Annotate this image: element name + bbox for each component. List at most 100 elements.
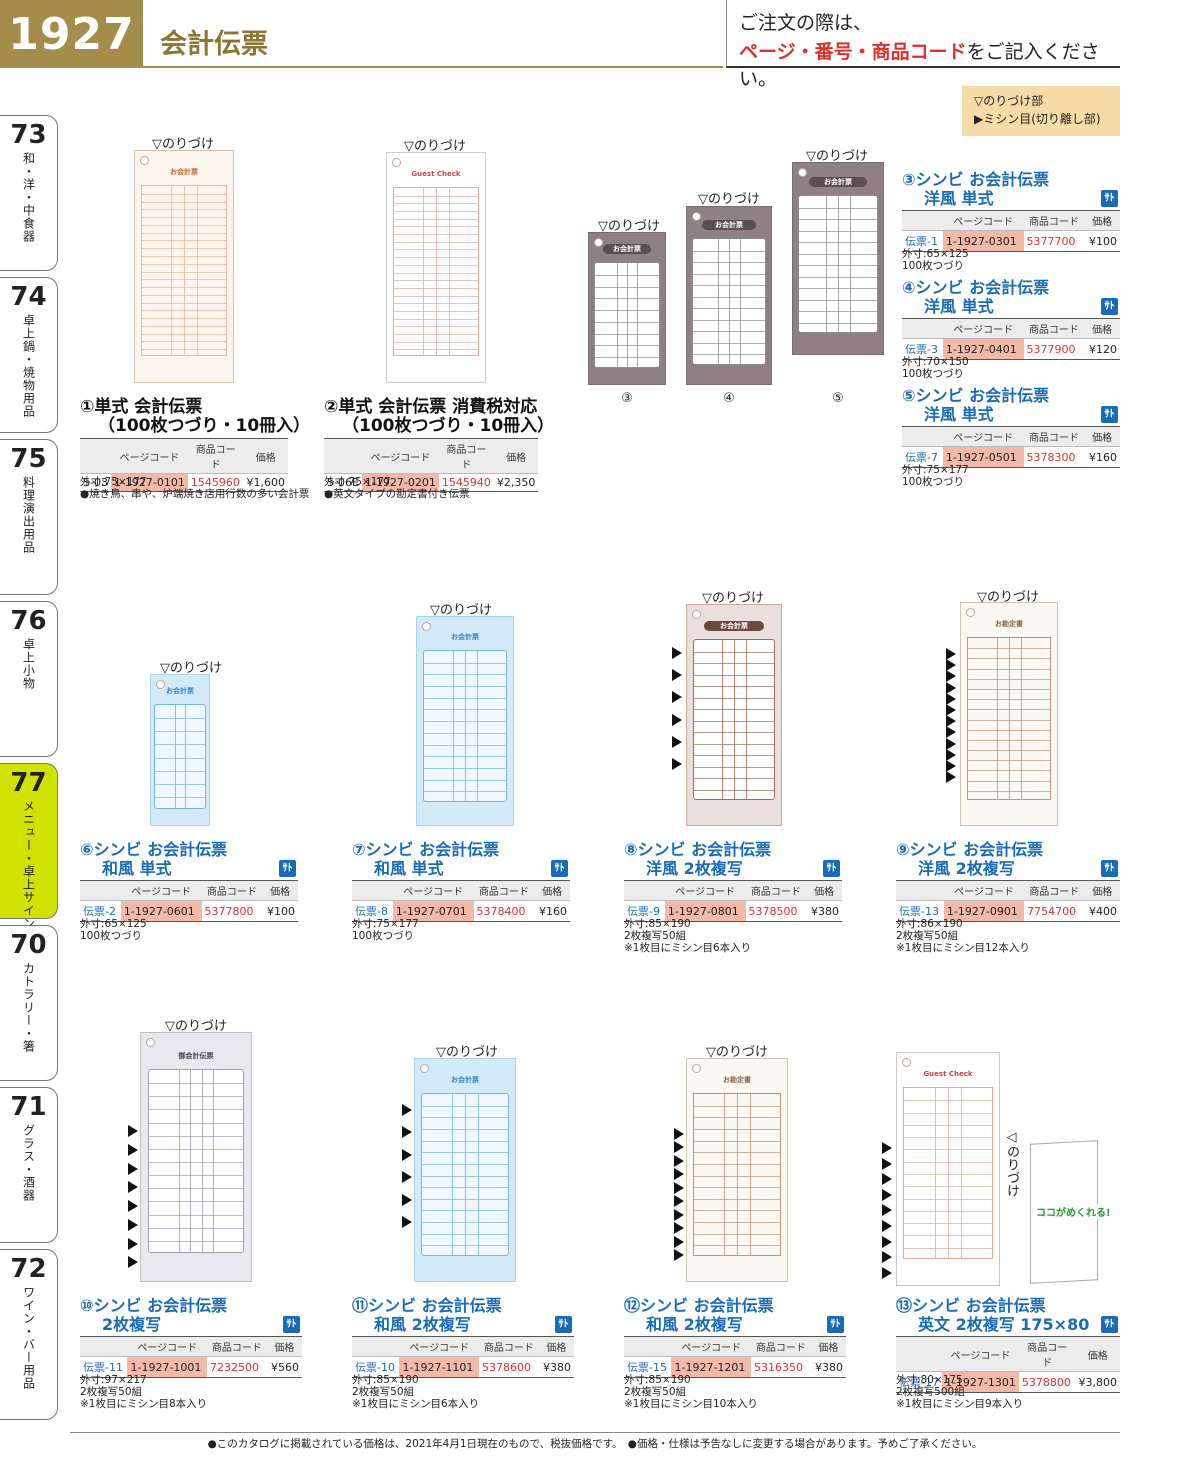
perforation-marker-icon bbox=[674, 1236, 684, 1248]
price: ¥160 bbox=[534, 900, 570, 922]
perforation-marker-icon bbox=[674, 1249, 684, 1261]
perforation-marker-icon bbox=[882, 1220, 892, 1232]
punch-hole bbox=[420, 1064, 429, 1073]
header-model bbox=[896, 880, 944, 901]
glue-label: ▽のりづけ bbox=[598, 219, 660, 234]
price-table-row: S-06E 1-1927-0201 1545940 ¥2,350 bbox=[324, 473, 539, 492]
price: ¥400 bbox=[1084, 900, 1120, 922]
header-model bbox=[902, 318, 943, 339]
model-number: 伝票-17 bbox=[896, 1371, 942, 1393]
item-code: 5378500 bbox=[745, 900, 807, 922]
grid-col-line bbox=[934, 1088, 936, 1258]
header-price: 価格 bbox=[493, 438, 539, 474]
price: ¥100 bbox=[1084, 230, 1120, 252]
glue-label: ▽のりづけ bbox=[698, 192, 760, 207]
product-notes: 外寸:75×177 ●英文タイプの勘定書付き伝票 bbox=[324, 476, 470, 500]
price-table-header: ページコード 商品コード 価格 bbox=[352, 1336, 574, 1357]
section-tab-77[interactable]: 77 メニュー・卓上サイン bbox=[0, 763, 58, 930]
grid-col-line bbox=[213, 1070, 215, 1252]
grid-row-line bbox=[155, 718, 205, 720]
price: ¥2,350 bbox=[493, 473, 539, 492]
model-number: 伝票-10 bbox=[352, 1356, 400, 1378]
perforation-marker-icon bbox=[946, 726, 956, 738]
sa-brand-icon: ｻﾄ bbox=[1101, 298, 1118, 315]
page-title: 会計伝票 bbox=[160, 29, 268, 60]
section-tab-74[interactable]: 74 卓上鍋・焼物用品 bbox=[0, 277, 58, 433]
ticket-form-grid bbox=[154, 704, 206, 809]
header-model bbox=[624, 1336, 672, 1357]
product-notes: 外寸:70×150 100枚つづり bbox=[902, 356, 969, 380]
perforation-marker-icon bbox=[946, 704, 956, 716]
item-code: 5316350 bbox=[750, 1356, 811, 1378]
tab-number: 76 bbox=[10, 606, 47, 636]
product-subname: 洋風 2枚複写 bbox=[918, 859, 1015, 878]
price-table: ページコード 商品コード 価格 伝票-10 1-1927-1101 5378600 ¥380 bbox=[352, 1336, 574, 1378]
price: ¥1,600 bbox=[243, 473, 288, 492]
tab-label: ワイン・バー用品 bbox=[21, 1286, 36, 1390]
grid-row-line bbox=[148, 1188, 244, 1190]
page-code: 1-1927-0101 bbox=[110, 473, 188, 492]
item-code: 1545960 bbox=[187, 473, 244, 492]
thumbnail-label: ④ bbox=[723, 391, 735, 406]
price: ¥160 bbox=[1084, 446, 1120, 468]
section-tab-72[interactable]: 72 ワイン・バー用品 bbox=[0, 1249, 58, 1420]
perforation-marker-icon bbox=[402, 1149, 412, 1161]
header-price: 価格 bbox=[243, 438, 288, 474]
page-code: 1-1927-0501 bbox=[942, 446, 1024, 468]
perforation-marker-icon bbox=[882, 1173, 892, 1185]
grid-col-line bbox=[1009, 638, 1010, 799]
header-page-code: ページコード bbox=[361, 438, 439, 474]
section-tab-70[interactable]: 70 カトラリー・箸 bbox=[0, 925, 58, 1081]
price-table-row: 伝票-17 1-1927-1301 5378800 ¥3,800 bbox=[896, 1371, 1120, 1393]
header-item-code: 商品コード bbox=[473, 880, 535, 901]
order-rest: をご記入ください。 bbox=[739, 41, 1100, 90]
grid-col-line bbox=[452, 651, 454, 801]
ticket-image-13: Guest Check bbox=[896, 1052, 1000, 1286]
product-notes: 外寸:85×190 2枚複写50組 ※1枚目にミシン目10本入り bbox=[624, 1374, 758, 1410]
product-subname: 洋風 2枚複写 bbox=[646, 859, 743, 878]
order-emphasis: ページ・番号・商品コード bbox=[739, 41, 967, 63]
sa-brand-icon: ｻﾄ bbox=[1101, 860, 1118, 877]
perforation-marker-icon bbox=[672, 647, 682, 659]
header-model bbox=[80, 880, 121, 901]
ticket-form-grid bbox=[903, 1087, 993, 1259]
glue-label: ▽のりづけ bbox=[152, 137, 214, 152]
price-table: ページコード 商品コード 価格 伝票-8 1-1927-0701 5378400 ¥160 bbox=[352, 880, 570, 922]
header-model bbox=[324, 438, 362, 474]
header-item-code: 商品コード bbox=[187, 438, 244, 474]
header-item-code: 商品コード bbox=[1023, 318, 1085, 339]
item-code: 5377700 bbox=[1023, 230, 1085, 252]
tab-label: グラス・酒器 bbox=[21, 1124, 36, 1202]
header-rule bbox=[143, 66, 723, 68]
grid-row-line bbox=[148, 1201, 244, 1203]
section-tab-75[interactable]: 75 料理演出用品 bbox=[0, 439, 58, 595]
price-table: ページコード 商品コード 価格 S-06E 1-1927-0201 1545940 ¥2,3… bbox=[324, 438, 539, 492]
sa-brand-icon: ｻﾄ bbox=[1101, 190, 1118, 207]
perforation-marker-icon bbox=[946, 749, 956, 761]
section-tab-71[interactable]: 71 グラス・酒器 bbox=[0, 1087, 58, 1243]
glue-label: ▽のりづけ bbox=[706, 1045, 768, 1060]
product-subname: 洋風 単式 bbox=[924, 405, 994, 424]
ticket-image-3: お会計票 bbox=[588, 232, 666, 385]
legend-glue: ▽のりづけ部 bbox=[974, 94, 1044, 108]
grid-row-line bbox=[148, 1122, 244, 1124]
ticket-title: お会計票 bbox=[165, 687, 194, 695]
header-page-code: ページコード bbox=[399, 1336, 479, 1357]
item-code: 5378400 bbox=[473, 900, 535, 922]
ticket-title: 御会計伝票 bbox=[178, 1052, 214, 1060]
perforation-marker-icon bbox=[946, 771, 956, 783]
price-table-row: 伝票-3 1-1927-0401 5377900 ¥120 bbox=[902, 338, 1120, 360]
grid-col-line bbox=[849, 196, 851, 332]
page-number: 1927 bbox=[0, 0, 143, 68]
glue-label: ▽のりづけ bbox=[165, 1019, 227, 1034]
ticket-title: お勘定書 bbox=[994, 620, 1023, 628]
price-table-header: ページコード 商品コード 価格 bbox=[902, 426, 1120, 447]
ticket-form-grid bbox=[421, 1093, 509, 1256]
section-tab-73[interactable]: 73 和・洋・中食器 bbox=[0, 115, 58, 271]
product-subname: （100枚つづり・10冊入） bbox=[98, 416, 311, 436]
section-tab-76[interactable]: 76 卓上小物 bbox=[0, 601, 58, 757]
page-code: 1-1927-0201 bbox=[361, 473, 439, 492]
perforation-marker-icon bbox=[672, 669, 682, 681]
grid-col-line bbox=[749, 1094, 751, 1255]
header-page-code: ページコード bbox=[942, 426, 1024, 447]
